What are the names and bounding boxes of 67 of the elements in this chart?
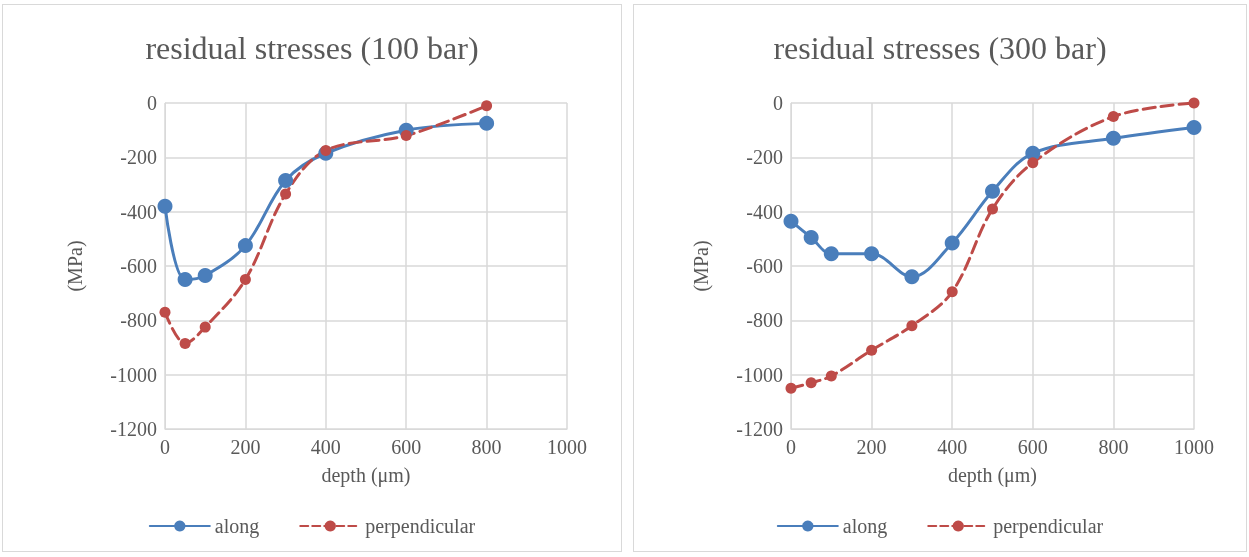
point <box>481 100 493 112</box>
point <box>866 344 878 356</box>
y-tick-label: -600 <box>746 255 783 277</box>
point <box>904 269 920 285</box>
y-tick-label: -400 <box>120 200 157 223</box>
legend-label: perpendicular <box>365 515 476 538</box>
y-tick-label: -800 <box>746 309 783 332</box>
point <box>278 172 294 188</box>
x-axis-title: depth (μm) <box>947 464 1038 487</box>
y-tick-label: -200 <box>746 146 783 169</box>
y-axis-title: (MPa) <box>690 240 713 292</box>
point <box>823 246 839 262</box>
point <box>1107 111 1119 123</box>
point <box>785 382 797 394</box>
y-tick-label: -1200 <box>110 418 157 440</box>
point <box>985 183 1000 199</box>
point <box>177 272 193 288</box>
point <box>1186 119 1202 135</box>
x-tick-label: 200 <box>856 436 887 458</box>
x-tick-label: 1000 <box>547 436 587 458</box>
point <box>237 238 253 254</box>
y-tick-label: -600 <box>120 255 157 277</box>
x-tick-label: 400 <box>937 436 968 458</box>
point <box>280 188 292 200</box>
x-tick-label: 200 <box>230 436 261 458</box>
point <box>803 229 819 245</box>
y-axis-title: (MPa) <box>64 240 87 292</box>
y-tick-label: -800 <box>120 309 157 332</box>
x-tick-label: 600 <box>391 436 422 458</box>
point <box>1188 97 1200 109</box>
point <box>805 377 817 389</box>
x-tick-label: 800 <box>1098 436 1129 458</box>
point <box>157 198 173 214</box>
point <box>1027 157 1039 169</box>
x-tick-label: 600 <box>1017 436 1048 458</box>
point <box>987 203 998 215</box>
legend-label: along <box>842 515 888 538</box>
chart-title: residual stresses (100 bar) <box>145 30 479 66</box>
x-tick-label: 1000 <box>1174 436 1214 458</box>
y-tick-label: -1200 <box>736 418 783 440</box>
x-tick-label: 800 <box>471 436 502 458</box>
point <box>320 145 332 157</box>
y-tick-label: 0 <box>147 92 157 114</box>
y-tick-label: -200 <box>120 146 157 169</box>
point <box>197 268 213 283</box>
y-tick-label: -1000 <box>110 363 157 386</box>
point <box>944 235 960 251</box>
legend-label: along <box>214 515 260 538</box>
legend-label: perpendicular <box>993 515 1104 538</box>
point <box>159 306 171 318</box>
point <box>783 213 799 229</box>
point <box>946 286 958 298</box>
y-tick-label: -400 <box>746 200 783 223</box>
point <box>199 321 211 333</box>
point <box>179 337 191 349</box>
point <box>479 115 495 131</box>
point <box>1105 130 1121 146</box>
point <box>239 274 251 286</box>
x-axis-title: depth (μm) <box>321 464 411 487</box>
point <box>906 320 918 332</box>
y-tick-label: 0 <box>773 92 783 114</box>
y-tick-label: -1000 <box>736 363 783 386</box>
point <box>400 130 412 142</box>
point <box>864 246 880 262</box>
x-tick-label: 400 <box>310 436 341 458</box>
chart-title: residual stresses (300 bar) <box>773 30 1107 66</box>
point <box>825 370 837 382</box>
